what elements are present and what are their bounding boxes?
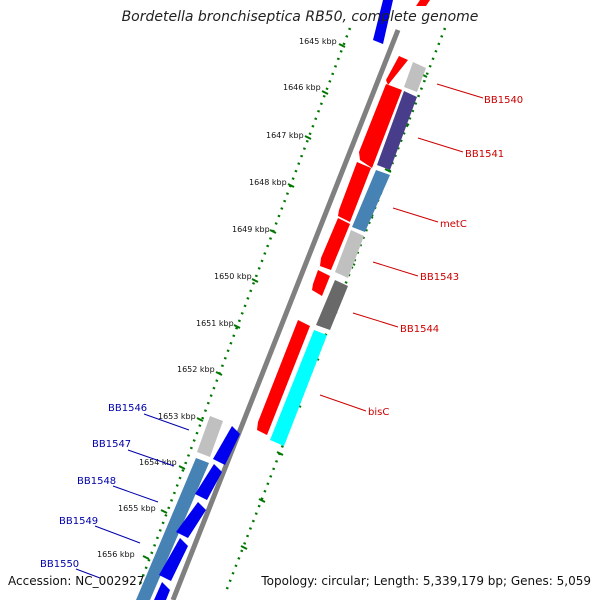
gene-blue-2 [195,464,222,500]
gene-bb1546 [197,416,223,457]
summary-text: Topology: circular; Length: 5,339,179 bp… [261,574,591,588]
gene-metC [352,170,390,232]
gene-forward-f [257,320,310,435]
tick-label: 1650 kbp [214,272,252,281]
gene-forward-top [416,0,430,6]
tick-label: 1647 kbp [266,131,304,140]
gene-forward-a [386,56,408,85]
gene-label-bb1547: BB1547 [92,439,131,450]
gene-label-bisc: bisC [368,407,389,418]
gene-label-bb1549: BB1549 [59,516,98,527]
outer-ticks [142,43,346,560]
accession-text: Accession: NC_002927 [8,574,145,588]
gene-label-bb1544: BB1544 [400,324,439,335]
tick-labels: 1645 kbp 1646 kbp 1647 kbp 1648 kbp 1649… [97,37,337,559]
gene-label-bb1548: BB1548 [77,476,116,487]
tick-label: 1653 kbp [158,412,196,421]
tick-label: 1645 kbp [299,37,337,46]
tick-label: 1654 kbp [139,458,177,467]
gene-blue-5 [154,582,170,600]
gene-label-bb1546: BB1546 [108,403,147,414]
gene-bb1541 [377,91,417,170]
forward-genes [257,0,430,435]
gene-bb1544 [316,280,348,330]
gene-label-metc: metC [440,219,467,230]
gene-forward-e [312,270,330,296]
gene-bb1540 [404,62,426,92]
right-gene-labels: BB1540 BB1541 metC BB1543 BB1544 bisC [319,83,523,418]
forward-colored-genes [270,62,426,446]
gene-forward-b [359,84,402,168]
tick-label: 1649 kbp [232,225,270,234]
left-gene-labels: BB1546 BB1547 BB1548 BB1549 BB1550 [40,403,190,579]
gene-label-bb1540: BB1540 [484,95,523,106]
tick-label: 1655 kbp [118,504,156,513]
gene-bb1543 [335,230,364,278]
dotted-coordinate-ring [138,27,352,585]
gene-forward-c [338,162,371,222]
gene-bb1547 [136,458,209,600]
gene-forward-d [320,218,350,270]
tick-label: 1646 kbp [283,83,321,92]
gene-label-bb1550: BB1550 [40,559,79,570]
gene-bisC [270,330,327,446]
map-title: Bordetella bronchiseptica RB50, complete… [121,9,479,25]
gene-label-bb1541: BB1541 [465,149,504,160]
genome-backbone [170,29,401,600]
gene-blue-4 [159,538,188,581]
tick-label: 1651 kbp [196,319,234,328]
gene-blue-3 [176,502,206,538]
gene-reverse-top [373,0,393,44]
gene-label-bb1543: BB1543 [420,272,459,283]
tick-label: 1652 kbp [177,365,215,374]
tick-label: 1648 kbp [249,178,287,187]
tick-label: 1656 kbp [97,550,135,559]
reverse-genes [136,416,240,600]
gene-blue-1 [213,426,240,465]
